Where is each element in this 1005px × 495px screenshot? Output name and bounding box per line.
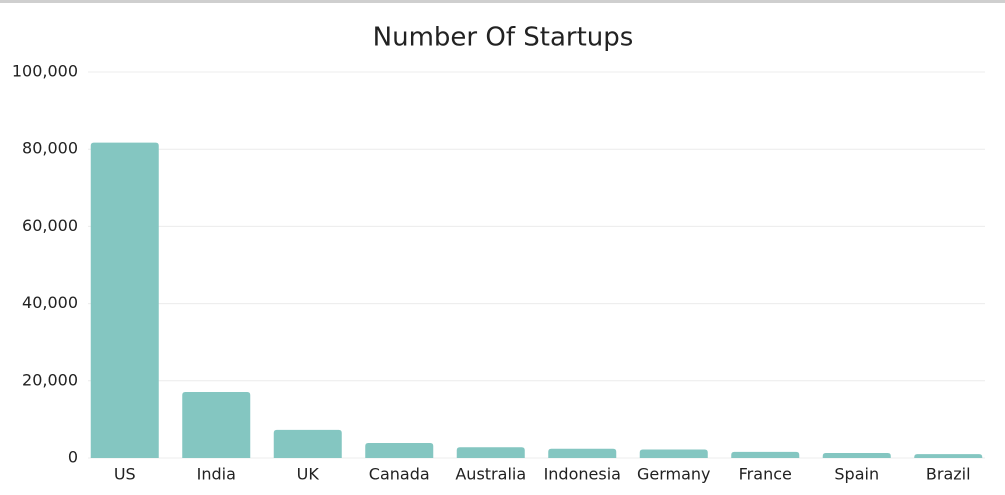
bar <box>914 454 983 458</box>
bar <box>273 429 342 458</box>
bar <box>456 447 525 458</box>
x-tick-label: Indonesia <box>544 465 621 484</box>
x-tick-label: India <box>197 465 236 484</box>
chart-title: Number Of Startups <box>373 23 634 53</box>
bar <box>182 391 251 458</box>
x-tick-label: Germany <box>637 465 711 484</box>
bar <box>365 442 434 458</box>
x-tick-label: Brazil <box>926 465 971 484</box>
y-tick-label: 0 <box>68 448 78 467</box>
x-tick-label: UK <box>297 465 320 484</box>
bar <box>731 451 800 458</box>
y-tick-label: 20,000 <box>22 370 78 389</box>
x-tick-label: Canada <box>369 465 430 484</box>
y-tick-label: 60,000 <box>22 216 78 235</box>
y-tick-label: 80,000 <box>22 139 78 158</box>
y-tick-label: 40,000 <box>22 293 78 312</box>
bar <box>548 448 617 458</box>
x-tick-label: US <box>114 465 136 484</box>
bar <box>822 452 891 458</box>
top-border <box>0 0 1005 3</box>
y-tick-label: 100,000 <box>12 62 78 81</box>
bar <box>90 142 159 458</box>
bar <box>639 449 708 458</box>
x-tick-label: France <box>739 465 792 484</box>
x-tick-label: Spain <box>834 465 879 484</box>
x-tick-label: Australia <box>455 465 526 484</box>
